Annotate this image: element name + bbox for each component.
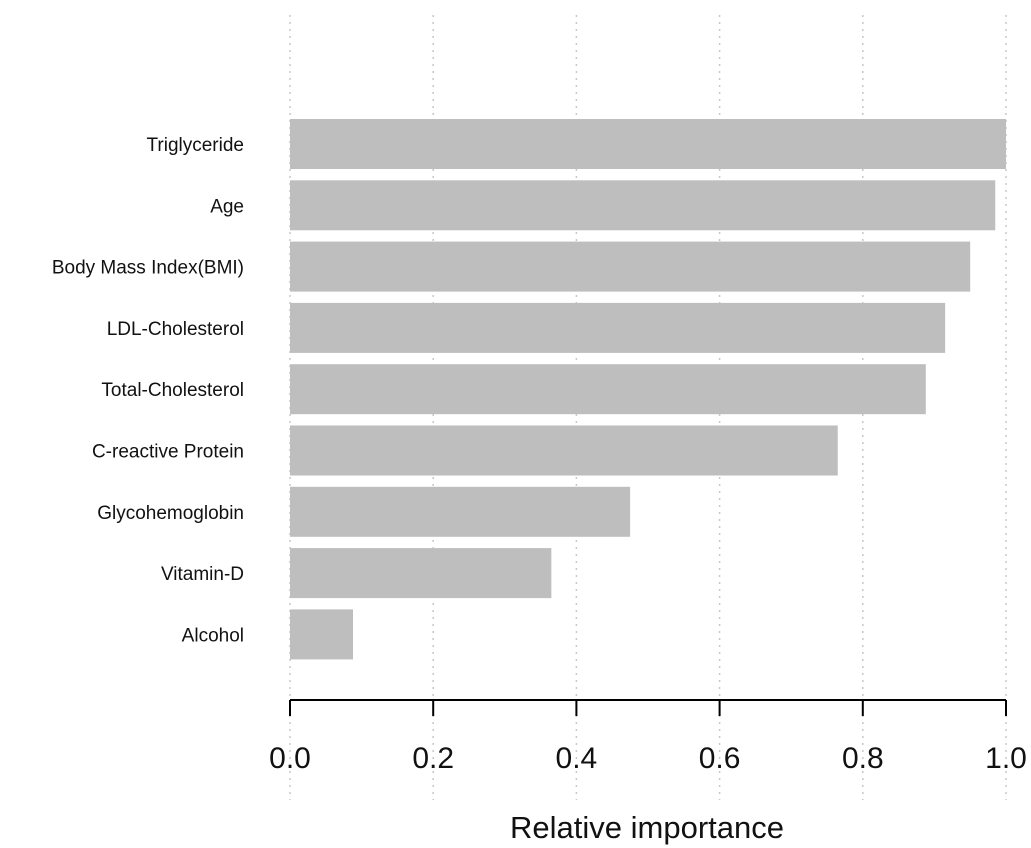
x-tick-label-0: 0.0 xyxy=(269,742,311,775)
bar-2 xyxy=(290,241,971,292)
x-tick-label-2: 0.4 xyxy=(556,742,598,775)
bar-7 xyxy=(290,548,552,599)
x-axis: 0.0 0.2 0.4 0.6 0.8 1.0 xyxy=(269,699,1027,775)
category-label-1: Age xyxy=(210,196,244,217)
x-tick-label-1: 0.2 xyxy=(412,742,454,775)
category-label-0: Triglyceride xyxy=(147,135,245,156)
bars xyxy=(290,119,1006,660)
category-label-2: Body Mass Index(BMI) xyxy=(52,258,244,279)
category-label-4: Total-Cholesterol xyxy=(101,380,244,401)
category-label-3: LDL-Cholesterol xyxy=(107,319,244,340)
category-label-6: Glycohemoglobin xyxy=(97,503,244,524)
bar-4 xyxy=(290,364,926,415)
x-tick-label-3: 0.6 xyxy=(699,742,741,775)
x-tick-label-5: 1.0 xyxy=(985,742,1027,775)
bar-5 xyxy=(290,425,838,476)
x-axis-title: Relative importance xyxy=(510,810,784,845)
x-tick-label-4: 0.8 xyxy=(842,742,884,775)
category-labels: Triglyceride Age Body Mass Index(BMI) LDL-C… xyxy=(52,135,244,646)
bar-0 xyxy=(290,119,1006,169)
bar-3 xyxy=(290,302,946,353)
category-label-7: Vitamin-D xyxy=(161,564,244,585)
bar-6 xyxy=(290,486,631,537)
category-label-5: C-reactive Protein xyxy=(92,442,244,463)
bar-1 xyxy=(290,180,996,231)
bar-8 xyxy=(290,609,354,660)
category-label-8: Alcohol xyxy=(182,625,244,646)
